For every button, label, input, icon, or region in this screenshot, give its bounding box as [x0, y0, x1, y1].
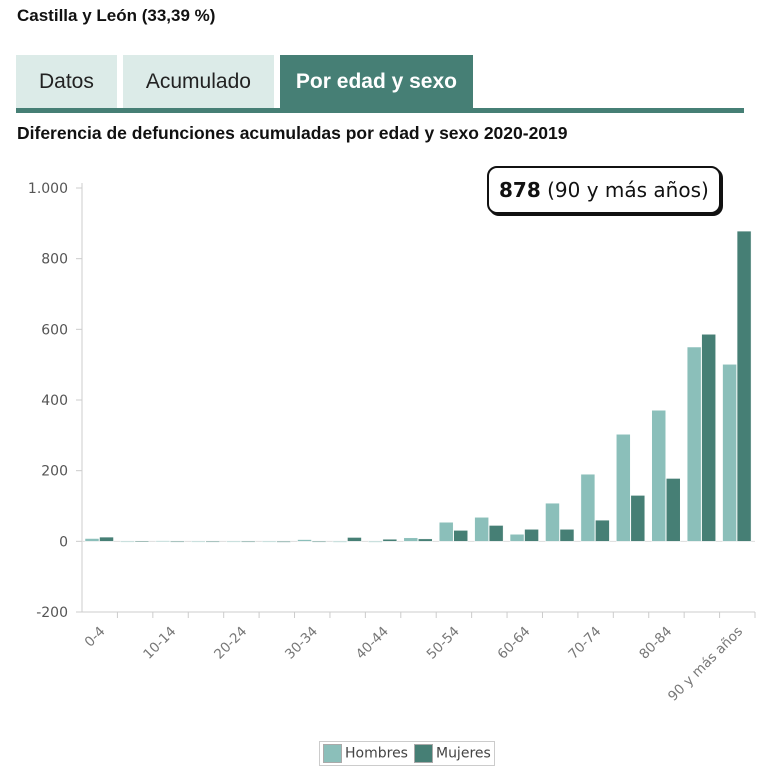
- legend-label: Mujeres: [435, 745, 491, 762]
- y-tick-label: 1.000: [28, 181, 68, 197]
- bar-mujeres: [736, 230, 752, 542]
- y-tick-label: 0: [59, 534, 68, 550]
- bar-mujeres: [488, 525, 504, 542]
- legend: Hombres Mujeres: [319, 741, 495, 766]
- bar-mujeres: [665, 478, 681, 542]
- bar-hombres: [120, 541, 135, 543]
- y-tick-label: 800: [41, 252, 68, 268]
- tab-underline: [16, 108, 744, 113]
- x-tick-label: 90 y más años: [665, 624, 746, 705]
- legend-item-hombres[interactable]: Hombres: [323, 744, 408, 763]
- legend-item-mujeres[interactable]: Mujeres: [413, 744, 491, 763]
- bar-mujeres: [276, 541, 291, 543]
- bar-mujeres: [701, 334, 716, 542]
- bar-mujeres: [134, 540, 150, 543]
- bar-mujeres: [205, 541, 221, 543]
- bar-hombres: [368, 541, 383, 543]
- bar-mujeres: [559, 529, 575, 542]
- bar-mujeres: [311, 541, 327, 543]
- bar-hombres: [616, 434, 631, 542]
- bar-hombres: [545, 502, 560, 542]
- legend-label: Hombres: [345, 745, 408, 762]
- y-tick-label: 400: [41, 393, 68, 409]
- tab-bar: Datos Acumulado Por edad y sexo: [16, 55, 473, 109]
- bar-mujeres: [453, 530, 468, 542]
- bar-mujeres: [382, 538, 398, 542]
- legend-swatch: [413, 744, 433, 763]
- bar-hombres: [580, 473, 596, 542]
- x-tick-label: 40-44: [353, 624, 392, 663]
- bar-mujeres: [418, 538, 433, 542]
- x-tick-label: 30-34: [282, 624, 321, 663]
- bar-mujeres: [524, 529, 539, 542]
- y-tick-label: -200: [36, 605, 68, 621]
- bar-hombres: [722, 364, 737, 542]
- tab-datos[interactable]: Datos: [16, 55, 117, 109]
- y-tick-label: 200: [41, 464, 68, 480]
- x-tick-label: 10-14: [140, 624, 179, 663]
- bar-mujeres: [347, 537, 362, 542]
- bar-hombres: [509, 534, 525, 542]
- page-title: Castilla y León (33,39 %): [17, 6, 216, 25]
- bar-mujeres: [170, 541, 185, 543]
- x-tick-label: 80-84: [636, 624, 675, 663]
- bar-mujeres: [99, 536, 114, 542]
- tab-acumulado[interactable]: Acumulado: [122, 55, 274, 109]
- tooltip: 878 (90 y más años): [487, 166, 721, 214]
- x-tick-label: 0-4: [82, 624, 109, 651]
- tooltip-label: (90 y más años): [547, 178, 709, 202]
- x-tick-label: 20-24: [211, 624, 250, 663]
- bar-hombres: [332, 541, 348, 543]
- y-tick-label: 600: [41, 322, 68, 338]
- chart-title: Diferencia de defunciones acumuladas por…: [17, 123, 568, 143]
- bar-hombres: [474, 517, 489, 542]
- tab-por-edad-y-sexo[interactable]: Por edad y sexo: [279, 55, 473, 109]
- bar-hombres: [403, 537, 419, 542]
- bar-mujeres: [240, 541, 256, 543]
- bar-hombres: [191, 541, 206, 543]
- bar-hombres: [438, 522, 454, 542]
- bar-hombres: [686, 346, 702, 542]
- legend-swatch: [323, 744, 342, 763]
- bar-hombres: [261, 541, 277, 543]
- x-tick-label: 50-54: [424, 624, 463, 663]
- tooltip-value: 878: [499, 178, 541, 202]
- bar-hombres: [297, 539, 312, 542]
- x-tick-label: 60-64: [495, 624, 534, 663]
- bar-hombres: [84, 538, 100, 542]
- bar-hombres: [226, 541, 241, 543]
- bar-mujeres: [630, 495, 646, 542]
- bar-mujeres: [595, 519, 610, 542]
- bar-hombres: [651, 409, 666, 542]
- x-tick-label: 70-74: [565, 624, 604, 663]
- bar-hombres: [155, 540, 171, 542]
